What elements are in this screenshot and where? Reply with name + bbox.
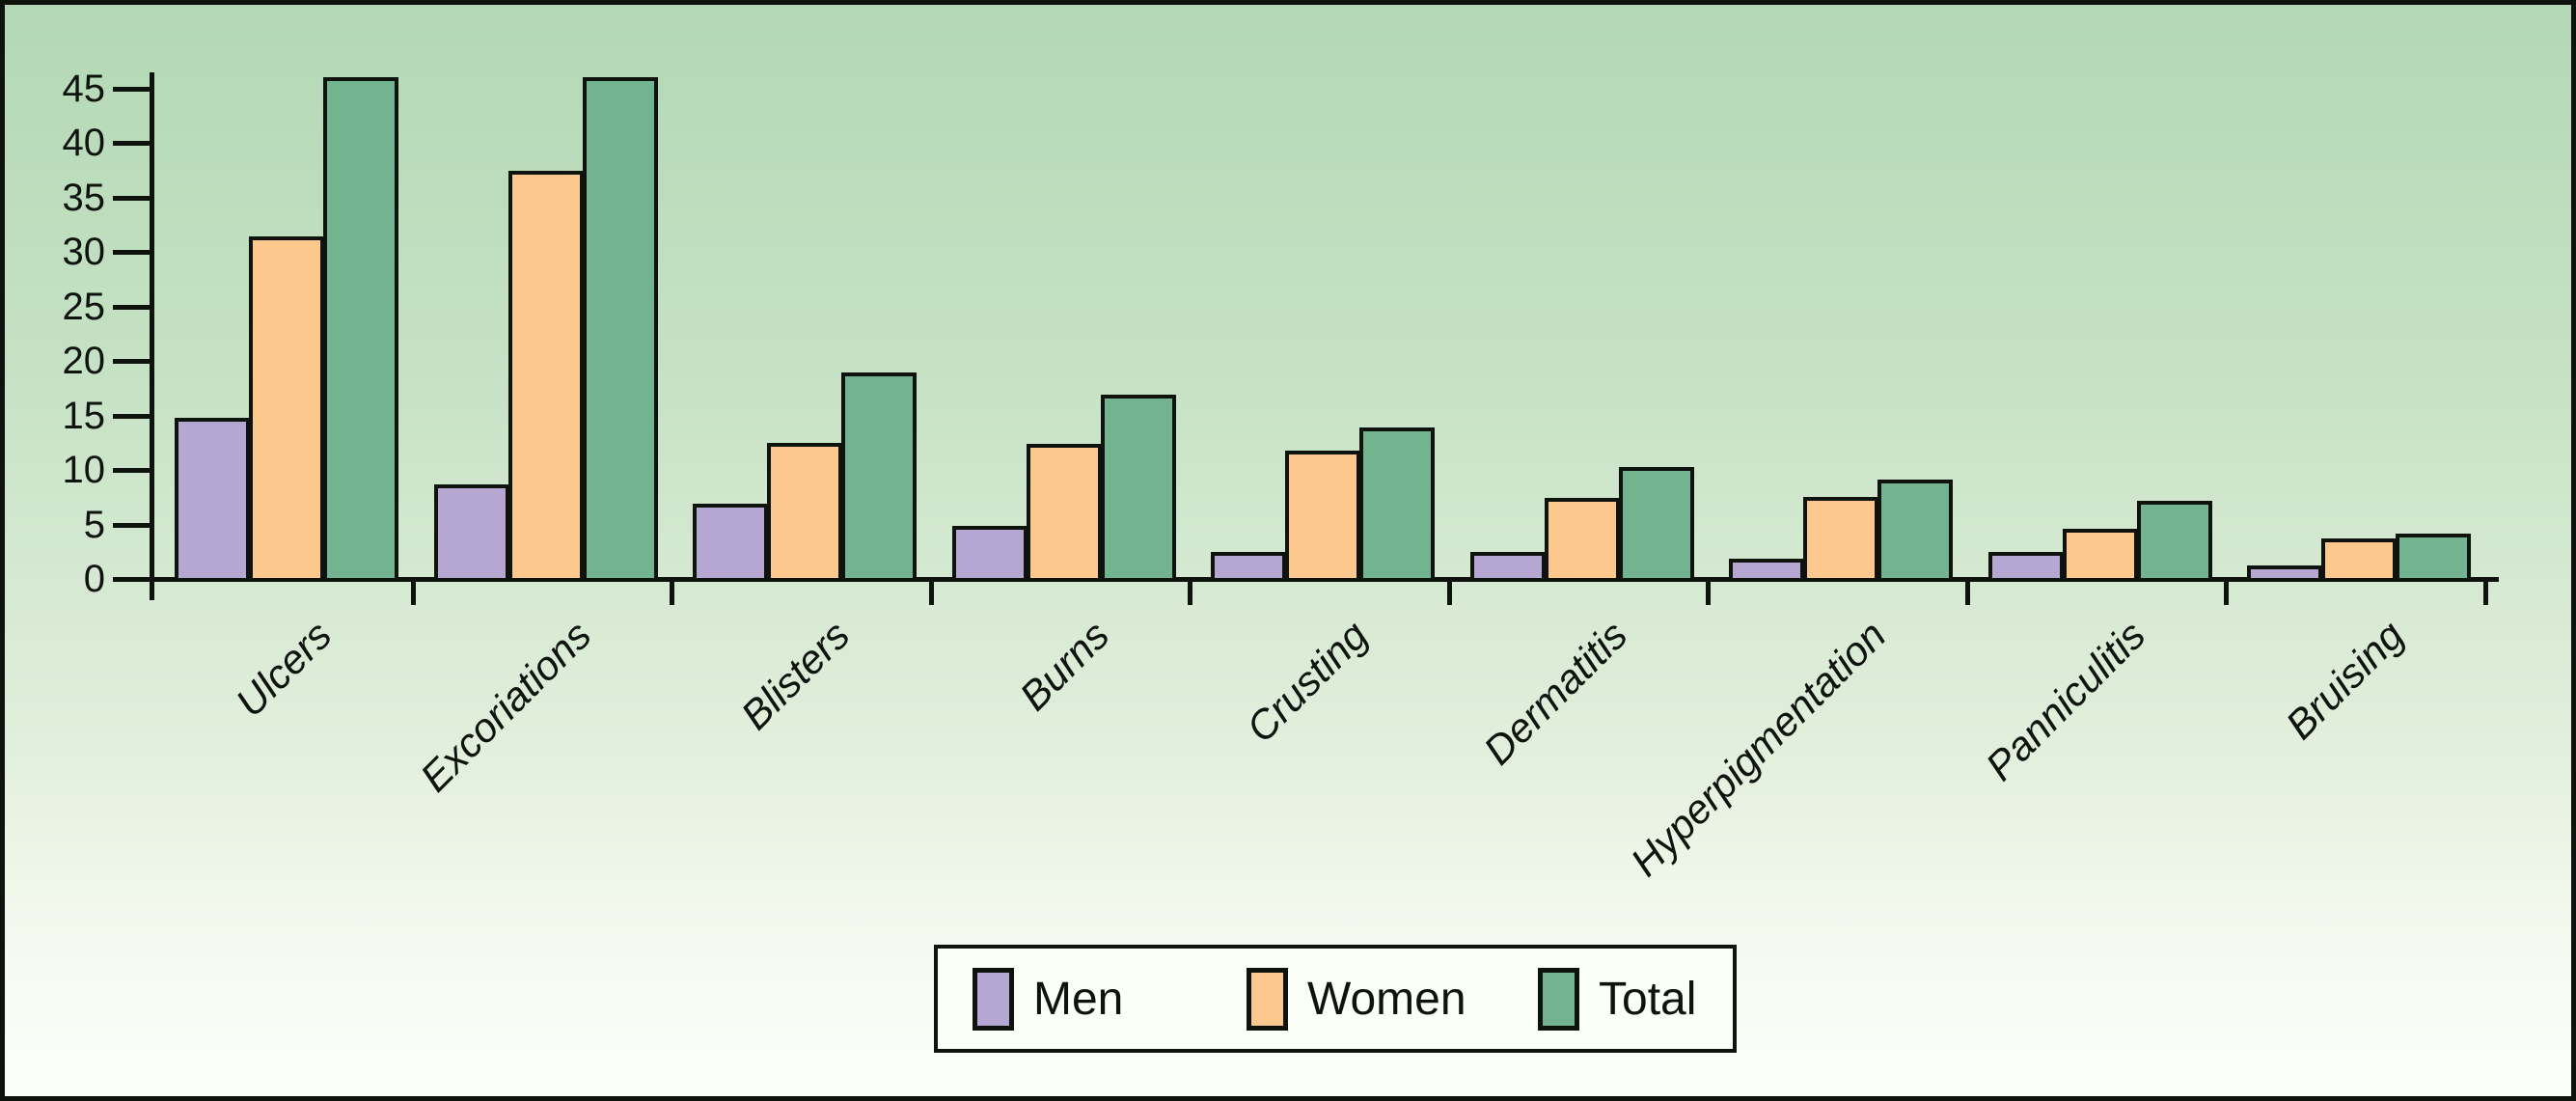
- x-tick-mark: [2482, 579, 2488, 605]
- category-label-blisters: Blisters: [732, 612, 859, 738]
- category-label-burns: Burns: [1010, 612, 1118, 720]
- legend-entry-women: Women: [1247, 949, 1466, 1049]
- bar-men-panniculitis: [1987, 551, 2064, 582]
- bar-total-panniculitis: [2136, 500, 2212, 582]
- bar-women-dermatitis: [1544, 498, 1620, 582]
- bar-total-dermatitis: [1618, 466, 1694, 582]
- bar-women-panniculitis: [2062, 529, 2138, 582]
- y-tick-mark: [113, 304, 150, 310]
- x-tick-mark: [2224, 579, 2229, 605]
- y-tick-mark: [113, 522, 150, 528]
- y-tick-mark: [113, 359, 150, 364]
- bar-men-blisters: [693, 504, 768, 582]
- y-axis-line: [150, 72, 154, 600]
- bar-total-hyperpigmentation: [1877, 480, 1953, 582]
- x-tick-mark: [1446, 579, 1452, 605]
- legend-swatch-women: [1247, 967, 1288, 1031]
- category-label-bruising: Bruising: [2277, 612, 2413, 748]
- x-tick-mark: [1188, 579, 1192, 605]
- y-tick-label: 40: [62, 122, 106, 164]
- y-tick-mark: [113, 577, 150, 582]
- bar-women-bruising: [2321, 538, 2397, 582]
- bar-women-ulcers: [249, 236, 324, 582]
- bar-total-burns: [1100, 395, 1176, 582]
- y-tick-label: 5: [83, 503, 105, 546]
- x-tick-mark: [670, 579, 674, 605]
- bar-total-crusting: [1359, 427, 1435, 582]
- y-tick-label: 25: [62, 285, 106, 328]
- y-tick-mark: [113, 250, 150, 255]
- bar-women-crusting: [1285, 450, 1360, 582]
- bar-total-ulcers: [323, 77, 398, 582]
- legend-entry-total: Total: [1538, 949, 1696, 1049]
- y-tick-mark: [113, 86, 150, 92]
- category-label-panniculitis: Panniculitis: [1976, 612, 2154, 789]
- bar-total-excoriations: [582, 77, 658, 582]
- bar-men-crusting: [1211, 551, 1286, 582]
- legend-label-total: Total: [1599, 973, 1697, 1025]
- bar-men-burns: [951, 525, 1028, 582]
- y-tick-label: 10: [62, 449, 106, 491]
- legend-box: Men Women Total: [934, 945, 1737, 1053]
- x-tick-mark: [1706, 579, 1711, 605]
- bar-women-excoriations: [507, 171, 584, 582]
- legend-label-men: Men: [1033, 973, 1124, 1025]
- y-tick-mark: [113, 468, 150, 473]
- bar-women-hyperpigmentation: [1803, 497, 1878, 582]
- category-label-hyperpigmentation: Hyperpigmentation: [1622, 612, 1895, 885]
- bar-men-dermatitis: [1469, 551, 1546, 582]
- x-tick-mark: [1964, 579, 1970, 605]
- bar-men-excoriations: [433, 483, 509, 582]
- legend-label-women: Women: [1307, 973, 1466, 1025]
- y-tick-mark: [113, 413, 150, 419]
- y-tick-label: 45: [62, 67, 106, 110]
- y-tick-label: 0: [83, 558, 105, 600]
- category-label-ulcers: Ulcers: [227, 612, 341, 726]
- legend-entry-men: Men: [973, 949, 1123, 1049]
- y-tick-label: 20: [62, 340, 106, 382]
- bar-men-hyperpigmentation: [1729, 558, 1804, 582]
- bar-men-ulcers: [175, 417, 250, 582]
- category-label-crusting: Crusting: [1237, 612, 1377, 752]
- bar-total-bruising: [2396, 533, 2471, 582]
- y-tick-label: 35: [62, 176, 106, 219]
- bar-men-bruising: [2247, 565, 2322, 582]
- category-label-excoriations: Excoriations: [411, 612, 600, 801]
- legend-swatch-men: [973, 967, 1014, 1031]
- y-tick-label: 15: [62, 394, 106, 437]
- x-tick-mark: [928, 579, 934, 605]
- y-tick-mark: [113, 195, 150, 201]
- category-label-dermatitis: Dermatitis: [1474, 612, 1636, 774]
- bar-women-burns: [1026, 443, 1102, 582]
- bar-women-blisters: [767, 442, 842, 582]
- y-tick-label: 30: [62, 231, 106, 273]
- legend-swatch-total: [1538, 967, 1579, 1031]
- x-tick-mark: [410, 579, 416, 605]
- y-tick-mark: [113, 141, 150, 146]
- bar-total-blisters: [841, 372, 917, 582]
